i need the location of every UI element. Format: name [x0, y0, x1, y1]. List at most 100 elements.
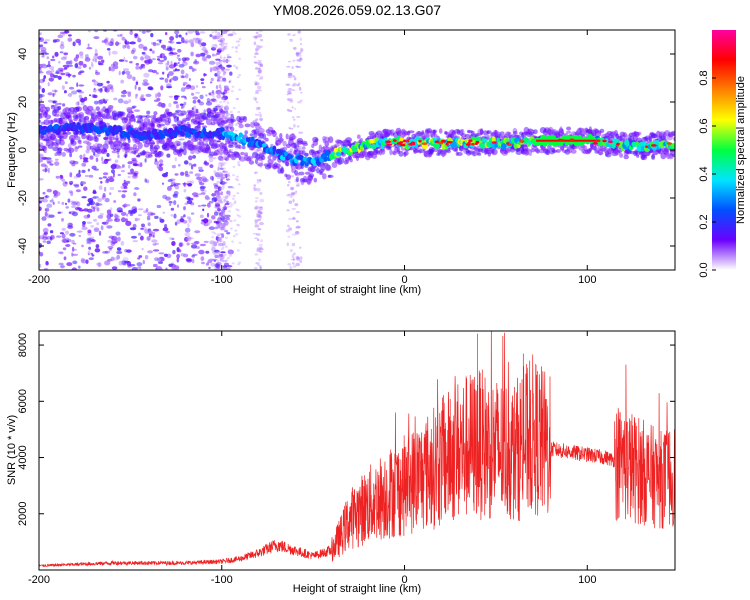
spectrogram-noise-speckle — [224, 202, 230, 206]
spectrogram-noise-speckle — [79, 51, 84, 56]
spectrogram-noise-speckle — [51, 68, 55, 73]
spectrogram-artifact-speckle — [254, 253, 259, 256]
spectrogram-artifact-speckle — [287, 263, 292, 266]
spectrogram-artifact-speckle — [216, 180, 221, 184]
spectrogram-noise-speckle — [222, 185, 225, 188]
spectrogram-artifact-speckle — [259, 206, 263, 209]
spectrogram-ridge-halo — [167, 117, 172, 124]
spectrogram-noise-speckle — [200, 192, 206, 195]
spectrogram-artifact-speckle — [258, 30, 264, 33]
spectrogram-ridge-halo — [617, 149, 623, 153]
spectrogram-noise-speckle — [226, 114, 229, 117]
spectrogram-noise-speckle — [73, 175, 78, 179]
spectrogram-noise-speckle — [163, 56, 167, 61]
spectrogram-noise-speckle — [213, 183, 218, 186]
spectrogram-artifact-speckle — [253, 55, 257, 59]
spectrogram-noise-speckle — [117, 98, 124, 104]
spectrogram-artifact-speckle — [221, 69, 225, 72]
spectrogram-ridge-core — [670, 143, 675, 148]
spectrogram-noise-speckle — [178, 34, 182, 38]
spectrogram-noise-speckle — [165, 62, 168, 67]
spectrogram-noise-speckle — [154, 242, 160, 245]
colorbar-tick-label: 0.4 — [698, 166, 710, 181]
spectrogram-artifact-speckle — [257, 33, 263, 38]
spectrogram-noise-speckle — [140, 227, 144, 230]
spectrogram-noise-speckle — [201, 204, 207, 207]
spectrogram-ridge-halo — [305, 171, 311, 175]
spectrogram-ridge-halo — [230, 113, 234, 121]
spectrogram-x-ticks: -200 -100 0 100 — [28, 30, 596, 286]
spectrogram-artifact-speckle — [259, 38, 264, 42]
spectrogram-noise-speckle — [168, 237, 175, 241]
spectrogram-noise-speckle — [186, 242, 190, 246]
spectrogram-artifact-speckle — [291, 233, 297, 236]
snr-x-tick-label: 100 — [578, 574, 596, 586]
spectrogram-noise-speckle — [226, 232, 231, 235]
spectrogram-noise-speckle — [213, 249, 220, 253]
spectrogram-noise-speckle — [171, 262, 174, 266]
spectrogram-noise-speckle — [45, 70, 52, 75]
spectrogram-artifact-speckle — [255, 187, 261, 192]
spectrogram-ridge-halo — [67, 147, 75, 153]
spectrogram-noise-speckle — [158, 261, 163, 264]
spectrogram-noise-speckle — [129, 41, 136, 45]
spectrogram-noise-speckle — [167, 186, 172, 191]
spectrogram-noise-speckle — [179, 242, 184, 247]
spectrogram-artifact-speckle — [254, 97, 257, 102]
spectrogram-noise-speckle — [100, 225, 104, 231]
spectrogram-ridge-halo — [118, 111, 126, 117]
spectrogram-artifact-speckle — [222, 206, 227, 209]
spectrogram-noise-speckle — [64, 202, 68, 206]
spectrogram-artifact-speckle — [218, 173, 221, 177]
spectrogram-noise-speckle — [151, 69, 157, 74]
spectrogram-noise-speckle — [81, 162, 87, 167]
spectrogram-noise-speckle — [226, 205, 230, 208]
spectrogram-noise-speckle — [236, 76, 240, 79]
spectrogram-noise-speckle — [158, 166, 164, 172]
spectrogram-artifact-speckle — [287, 90, 292, 94]
spectrogram-noise-speckle — [72, 211, 78, 217]
spectrogram-ridge-halo — [94, 136, 99, 143]
spectrogram-artifact-speckle — [223, 167, 226, 170]
spectrogram-hot-spot — [440, 139, 447, 143]
spectrogram-noise-speckle — [220, 35, 224, 38]
spectrogram-noise-speckle — [234, 123, 238, 127]
spectrogram-ridge-halo — [231, 118, 236, 123]
spectrogram-noise-speckle — [195, 30, 199, 34]
spectrogram-noise-speckle — [224, 230, 229, 233]
spectrogram-artifact-speckle — [292, 257, 295, 262]
spectrogram-noise-speckle — [127, 264, 132, 268]
spectrogram-noise-speckle — [217, 208, 221, 212]
spectrogram-artifact-speckle — [219, 232, 224, 236]
spectrogram-ridge-core — [335, 151, 342, 157]
spectrogram-noise-speckle — [134, 33, 138, 37]
spectrogram-noise-speckle — [226, 200, 229, 204]
spectrogram-noise-speckle — [228, 210, 231, 213]
spectrogram-noise-speckle — [41, 216, 47, 221]
spectrogram-ridge-halo — [669, 148, 675, 156]
spectrogram-noise-speckle — [144, 228, 150, 234]
spectrogram-noise-speckle — [190, 244, 198, 249]
spectrogram-noise-speckle — [187, 222, 190, 228]
spectrogram-artifact-speckle — [219, 173, 223, 177]
spectrogram-artifact-speckle — [217, 224, 222, 229]
spectrogram-noise-speckle — [230, 32, 234, 36]
spectrogram-noise-speckle — [231, 46, 235, 49]
spectrogram-noise-speckle — [39, 85, 42, 90]
spectrogram-noise-speckle — [39, 37, 42, 41]
spectrogram-noise-speckle — [173, 62, 176, 68]
spectrogram-ridge-halo — [137, 118, 141, 123]
spectrogram-noise-speckle — [66, 240, 70, 243]
spectrogram-artifact-speckle — [257, 262, 260, 266]
spectrogram-hot-spot — [410, 141, 416, 145]
spectrogram-artifact-speckle — [255, 67, 259, 70]
spectrogram-noise-speckle — [120, 94, 127, 98]
spectrogram-noise-speckle — [143, 72, 150, 78]
spectrogram-artifact-speckle — [259, 211, 263, 215]
spectrogram-noise-speckle — [95, 244, 100, 249]
spectrogram-ridge-halo — [43, 119, 50, 126]
spectrogram-ridge-halo — [380, 148, 386, 155]
spectrogram-artifact-speckle — [217, 91, 221, 95]
spectrogram-ridge-halo — [230, 126, 235, 132]
spectrogram-artifact-speckle — [255, 51, 258, 55]
